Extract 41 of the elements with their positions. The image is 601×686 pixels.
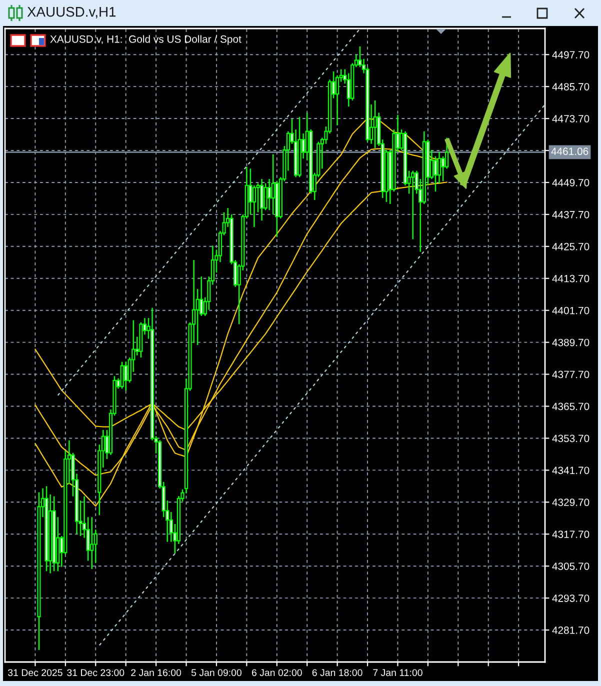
- line-series: [98, 104, 545, 646]
- candlestick: [268, 178, 272, 211]
- y-tick-label: 4281.70: [552, 626, 590, 634]
- y-tick-label: 4485.70: [552, 83, 590, 90]
- y-tick-label: 4389.70: [552, 338, 590, 346]
- x-tick-label: 6 Jan 18:00: [312, 669, 362, 676]
- y-tick-label: 4305.70: [552, 562, 590, 570]
- candlestick: [260, 178, 264, 222]
- candlestick: [411, 170, 415, 240]
- x-tick-label: 7 Jan 11:00: [373, 669, 422, 676]
- y-tick-label: 4317.70: [552, 530, 590, 538]
- y-tick-label: 4437.70: [552, 210, 590, 218]
- y-tick-label: 4341.70: [552, 466, 590, 474]
- y-tick-label: 4377.70: [552, 370, 590, 378]
- y-tick-label: 4401.70: [552, 306, 590, 314]
- y-tick-label: 4353.70: [552, 434, 590, 442]
- y-tick-label: 4449.70: [552, 178, 590, 186]
- candlestick: [252, 184, 256, 228]
- y-tick-label: 4413.70: [552, 274, 590, 282]
- candlestick: [441, 156, 445, 182]
- y-tick-label: 4329.70: [552, 498, 590, 506]
- y-tick-label: 4425.70: [552, 242, 590, 250]
- text: XAUUSD.v, H1: Gold vs US Dollar / Spot: [50, 35, 242, 45]
- x-tick-label: 2 Jan 16:00: [131, 669, 182, 676]
- candlestick: [264, 182, 268, 211]
- y-tick-label: 4365.70: [552, 402, 590, 410]
- candlestick: [90, 516, 94, 570]
- y-tick-label: 4497.70: [552, 51, 590, 58]
- candlestick: [373, 100, 377, 149]
- x-tick-label: 5 Jan 09:00: [191, 669, 242, 676]
- ref-line-label: 4461.06: [551, 148, 588, 156]
- y-tick-label: 4473.70: [552, 115, 590, 122]
- candlestick: [124, 361, 128, 392]
- chart-title: XAUUSD.v,H1: [27, 6, 116, 18]
- candlestick: [271, 154, 275, 216]
- x-tick-label: 31 Dec 23:00: [67, 669, 124, 676]
- candlestick: [120, 361, 124, 390]
- y-tick-label: 4293.70: [552, 594, 590, 602]
- x-tick-label: 6 Jan 02:00: [252, 669, 302, 676]
- candlestick: [434, 156, 438, 192]
- x-tick-label: 31 Dec 2025: [8, 669, 62, 676]
